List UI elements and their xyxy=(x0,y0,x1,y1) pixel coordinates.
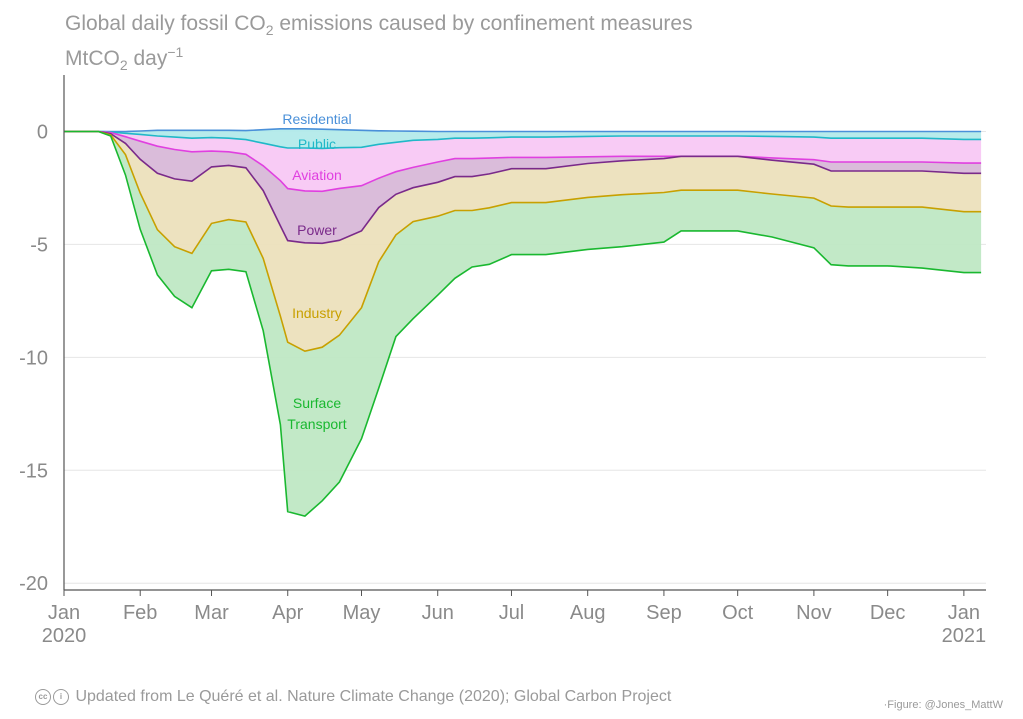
area-aviation xyxy=(64,131,982,192)
x-tick-label: Apr xyxy=(272,602,303,624)
attribution-icon: i xyxy=(53,688,69,705)
x-tick-label: Feb xyxy=(123,602,157,624)
y-tick-label: -5 xyxy=(30,234,48,256)
line-power xyxy=(64,130,982,245)
series-label-residential: Residential xyxy=(282,111,351,127)
series-label-public: Public xyxy=(298,136,336,152)
series-label-power: Power xyxy=(297,222,337,238)
line-industry xyxy=(64,130,982,353)
x-tick-label: Jan xyxy=(948,602,980,624)
x-tick-label: Jan xyxy=(48,602,80,624)
y-tick-label: 0 xyxy=(37,121,48,143)
x-tick-label: Dec xyxy=(870,602,906,624)
x-tick-label: Nov xyxy=(796,602,832,624)
source-note: cc i Updated from Le Quéré et al. Nature … xyxy=(35,688,671,706)
line-residential xyxy=(64,128,982,133)
series-label-industry: Industry xyxy=(292,305,342,321)
x-tick-label: Jul xyxy=(499,602,525,624)
y-axis-unit: MtCO2 day−1 xyxy=(65,44,184,74)
series-label-aviation: Aviation xyxy=(292,167,342,183)
y-tick-label: -15 xyxy=(19,460,48,482)
x-tick-label: Aug xyxy=(570,602,606,624)
series-label-surface-transport: Surface Transport xyxy=(287,395,347,432)
chart-title: Global daily fossil CO2 emissions caused… xyxy=(65,12,693,39)
x-tick-label: Sep xyxy=(646,602,682,624)
line-surface-transport xyxy=(64,130,982,517)
source-text: Updated from Le Quéré et al. Nature Clim… xyxy=(75,688,672,705)
x-tick-label: Jun xyxy=(422,602,454,624)
area-industry xyxy=(64,131,982,352)
y-tick-label: -20 xyxy=(19,573,48,595)
figure-credit: ·Figure: @Jones_MattW xyxy=(883,699,1003,711)
x-tick-label: May xyxy=(343,602,381,624)
y-tick-label: -10 xyxy=(19,347,48,369)
area-public xyxy=(64,128,982,149)
line-aviation xyxy=(64,130,982,193)
creative-commons-icon: cc xyxy=(35,688,51,705)
x-tick-year-label: 2021 xyxy=(942,625,987,647)
x-tick-label: Oct xyxy=(722,602,754,624)
area-surface-transport xyxy=(64,131,982,517)
area-power xyxy=(64,131,982,244)
line-public xyxy=(64,130,982,150)
x-tick-label: Mar xyxy=(194,602,229,624)
x-tick-year-label: 2020 xyxy=(42,625,87,647)
